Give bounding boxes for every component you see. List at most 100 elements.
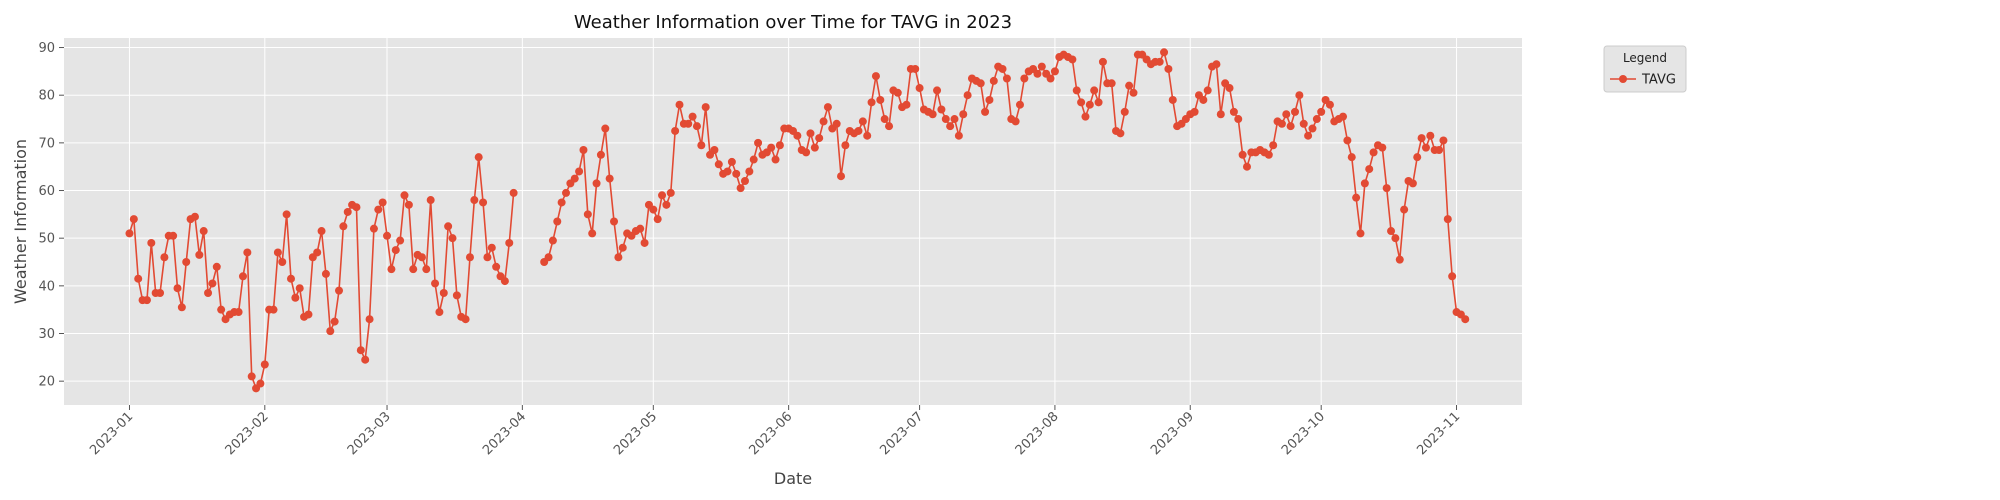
data-point (859, 117, 867, 125)
data-point (951, 115, 959, 123)
data-point (1073, 86, 1081, 94)
data-point (278, 258, 286, 266)
data-point (964, 91, 972, 99)
data-point (1020, 75, 1028, 83)
data-point (453, 291, 461, 299)
data-point (863, 132, 871, 140)
data-point (352, 203, 360, 211)
data-point (492, 263, 500, 271)
data-point (806, 129, 814, 137)
data-point (200, 227, 208, 235)
x-tick-label: 2023-09 (1148, 409, 1197, 458)
data-point (387, 265, 395, 273)
data-point (174, 284, 182, 292)
x-tick-label: 2023-03 (345, 409, 394, 458)
data-point (510, 189, 518, 197)
data-point (916, 84, 924, 92)
data-point (147, 239, 155, 247)
data-point (667, 189, 675, 197)
data-point (885, 122, 893, 130)
data-point (671, 127, 679, 135)
data-point (575, 167, 583, 175)
data-point (1234, 115, 1242, 123)
x-tick-label: 2023-10 (1279, 409, 1328, 458)
data-point (466, 253, 474, 261)
data-point (955, 132, 963, 140)
data-point (283, 210, 291, 218)
data-point (1295, 91, 1303, 99)
data-point (427, 196, 435, 204)
data-point (750, 156, 758, 164)
data-point (654, 215, 662, 223)
data-point (479, 198, 487, 206)
data-point (1086, 101, 1094, 109)
y-tick-label: 40 (38, 279, 55, 294)
data-point (313, 248, 321, 256)
data-point (256, 380, 264, 388)
data-point (1038, 63, 1046, 71)
data-point (1077, 98, 1085, 106)
data-point (270, 306, 278, 314)
data-point (1125, 82, 1133, 90)
data-point (662, 201, 670, 209)
data-point (811, 144, 819, 152)
data-point (676, 101, 684, 109)
data-point (235, 308, 243, 316)
data-point (1308, 125, 1316, 133)
data-point (296, 284, 304, 292)
data-point (1265, 151, 1273, 159)
data-point (208, 279, 216, 287)
data-point (593, 179, 601, 187)
data-point (501, 277, 509, 285)
data-point (710, 146, 718, 154)
data-point (370, 225, 378, 233)
data-point (697, 141, 705, 149)
data-point (304, 310, 312, 318)
data-point (1068, 55, 1076, 63)
data-point (261, 360, 269, 368)
y-tick-label: 50 (38, 232, 55, 247)
data-point (1343, 136, 1351, 144)
data-point (1012, 117, 1020, 125)
data-point (1383, 184, 1391, 192)
data-point (291, 294, 299, 302)
y-tick-label: 60 (38, 184, 55, 199)
data-point (1304, 132, 1312, 140)
data-point (1287, 122, 1295, 130)
legend: Legend TAVG (1604, 46, 1686, 92)
data-point (702, 103, 710, 111)
data-point (1090, 86, 1098, 94)
data-point (344, 208, 352, 216)
data-point (1278, 120, 1286, 128)
data-point (440, 289, 448, 297)
data-point (1212, 60, 1220, 68)
data-point (732, 170, 740, 178)
data-point (1313, 115, 1321, 123)
data-point (287, 275, 295, 283)
data-point (322, 270, 330, 278)
data-point (933, 86, 941, 94)
data-point (1164, 65, 1172, 73)
data-point (326, 327, 334, 335)
data-point (239, 272, 247, 280)
data-point (1370, 148, 1378, 156)
data-point (1426, 132, 1434, 140)
data-point (636, 225, 644, 233)
legend-entry-tavg: TAVG (1641, 73, 1676, 88)
data-point (977, 79, 985, 87)
data-point (571, 175, 579, 183)
data-point (1422, 144, 1430, 152)
data-point (549, 237, 557, 245)
data-point (741, 177, 749, 185)
data-point (689, 113, 697, 121)
data-point (1226, 84, 1234, 92)
data-point (405, 201, 413, 209)
data-point (824, 103, 832, 111)
data-point (820, 117, 828, 125)
data-point (553, 218, 561, 226)
data-point (1243, 163, 1251, 171)
y-tick-label: 70 (38, 136, 55, 151)
data-point (903, 101, 911, 109)
data-point (243, 248, 251, 256)
